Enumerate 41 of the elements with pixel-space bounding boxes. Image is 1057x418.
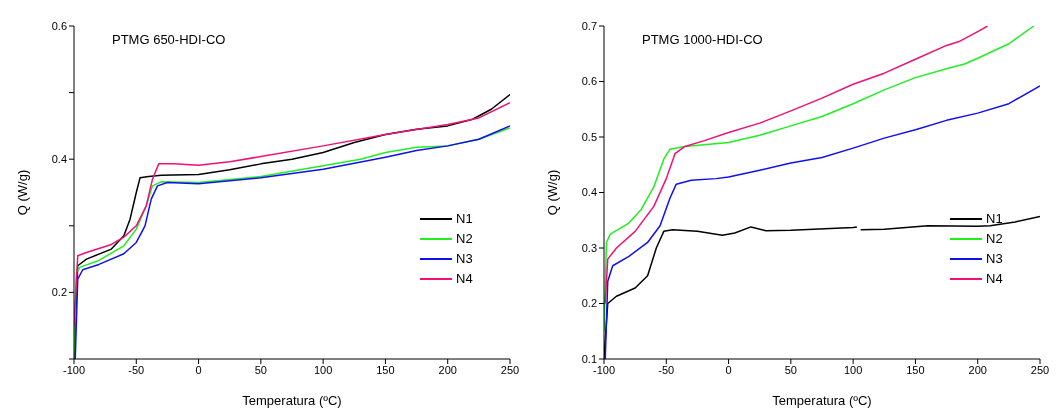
y-tick-label: 0.1 — [581, 352, 597, 365]
x-tick-label: 50 — [784, 363, 797, 376]
y-axis-title: Q (W/g) — [544, 169, 560, 216]
line-series — [604, 26, 989, 305]
x-axis-title: Temperatura (ºC) — [242, 393, 342, 408]
legend-label: N1 — [456, 210, 473, 228]
y-tick-label: 0.5 — [581, 130, 597, 143]
legend-label: N1 — [986, 210, 1003, 228]
y-tick-label: 0.6 — [581, 75, 597, 88]
x-tick-label: 100 — [843, 363, 863, 376]
x-tick-label: 0 — [725, 363, 732, 376]
text: PTMG 650-HDI-CO — [112, 32, 226, 47]
x-tick-label: 150 — [906, 363, 925, 376]
y-tick-label: 0.2 — [581, 297, 597, 310]
x-tick-label: -100 — [62, 363, 86, 376]
y-tick-label: 0.7 — [581, 19, 597, 32]
y-tick-label: 0.2 — [51, 286, 67, 299]
x-tick-label: 250 — [1030, 363, 1050, 376]
x-tick-label: -100 — [592, 363, 616, 376]
x-tick-label: 100 — [313, 363, 333, 376]
y-tick-label: 0.6 — [51, 19, 67, 32]
y-axis-title: Q (W/g) — [14, 169, 30, 216]
x-tick-label: 200 — [438, 363, 457, 376]
x-tick-label: 50 — [254, 363, 267, 376]
x-tick-label: 150 — [376, 363, 395, 376]
legend-label: N4 — [456, 270, 473, 288]
x-tick-label: -50 — [658, 363, 675, 376]
y-tick-label: 0.3 — [581, 241, 597, 254]
text: PTMG 1000-HDI-CO — [642, 32, 763, 47]
legend-label: N2 — [456, 230, 473, 248]
legend-label: N4 — [986, 270, 1003, 288]
legend-label: N3 — [456, 250, 473, 268]
x-tick-label: 0 — [195, 363, 202, 376]
x-tick-label: 200 — [968, 363, 987, 376]
y-tick-label: 0.4 — [51, 153, 67, 166]
x-tick-label: -50 — [128, 363, 145, 376]
x-tick-label: 250 — [500, 363, 520, 376]
legend-label: N2 — [986, 230, 1003, 248]
y-tick-label: 0.4 — [581, 186, 597, 199]
legend-label: N3 — [986, 250, 1003, 268]
x-axis-title: Temperatura (ºC) — [772, 393, 872, 408]
